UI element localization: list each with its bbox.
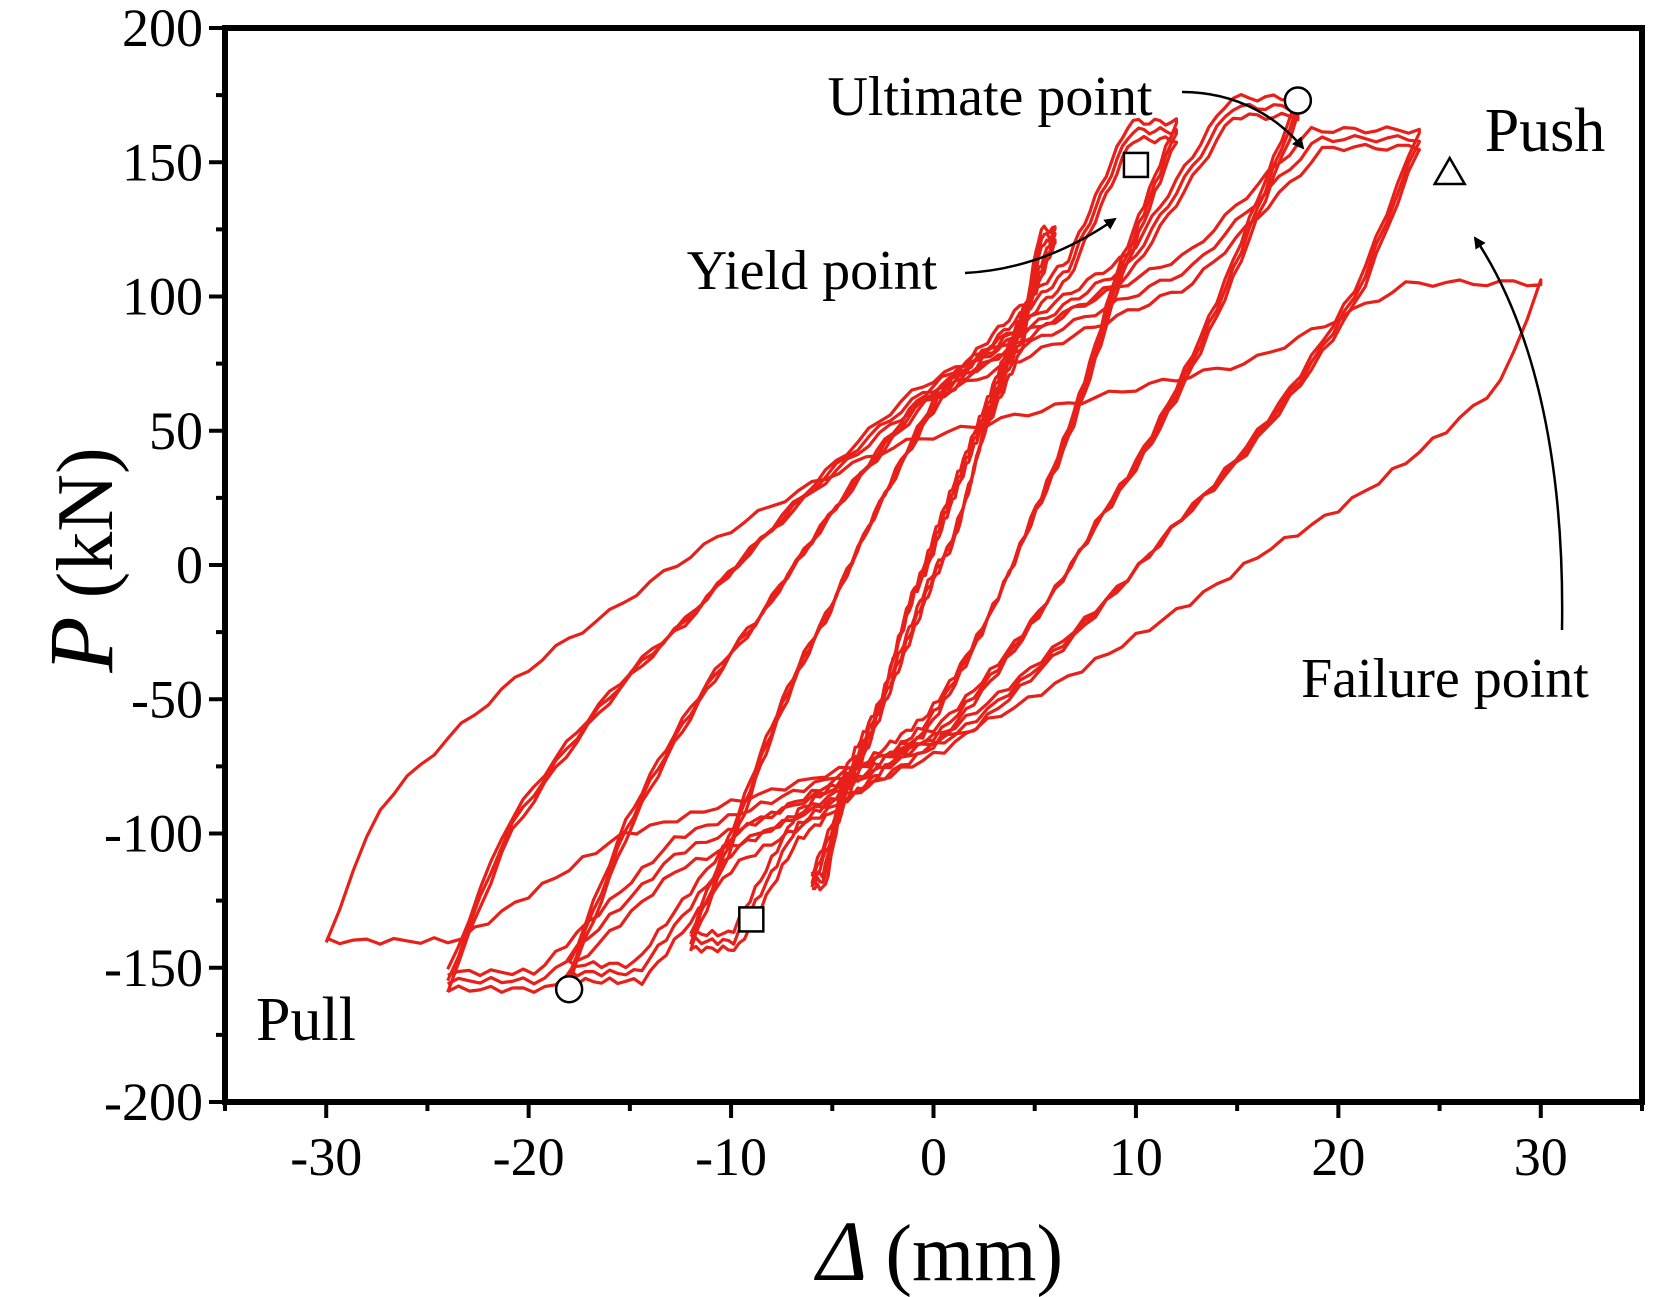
- x-tick-label: 20: [1311, 1127, 1365, 1187]
- ultimate-point-arrow: [1181, 90, 1305, 150]
- x-axis-symbol: Δ: [814, 1203, 867, 1297]
- x-tick-label: 0: [920, 1127, 947, 1187]
- push-label: Push: [1485, 97, 1606, 165]
- yield-point-label: Yield point: [687, 240, 938, 302]
- x-tick-label: -20: [493, 1127, 565, 1187]
- y-tick-label: -150: [104, 938, 203, 998]
- y-axis-title: P (kN): [30, 447, 132, 673]
- y-axis-symbol: P: [30, 616, 132, 673]
- x-axis-unit: (mm): [885, 1210, 1063, 1297]
- axis-ticks: -30 -20 -10 0 10 20 30-200-150-100-50050100150…: [104, 0, 1644, 1187]
- y-tick-label: -200: [104, 1072, 203, 1132]
- yield-pull-marker: [738, 906, 765, 933]
- failure-push-marker: [1432, 155, 1467, 186]
- yield-point-arrow: [964, 217, 1117, 275]
- x-axis-title: Δ (mm): [814, 1203, 1063, 1297]
- y-tick-label: 50: [149, 401, 203, 461]
- ultimate-pull-marker: [554, 974, 584, 1004]
- pull-label: Pull: [256, 986, 356, 1054]
- ultimate-point-label: Ultimate point: [827, 66, 1153, 128]
- characteristic-point-markers: [554, 86, 1467, 1004]
- yield-push-marker: [1122, 151, 1150, 179]
- y-tick-label: 200: [122, 0, 203, 58]
- hysteresis-loop: [446, 142, 1421, 978]
- y-axis-unit: (kN): [42, 447, 130, 598]
- plot-frame: [222, 25, 1645, 1105]
- hysteresis-loop: [810, 238, 1057, 880]
- hysteresis-loop: [689, 134, 1178, 938]
- y-tick-label: -100: [104, 804, 203, 864]
- x-tick-label: 10: [1109, 1127, 1163, 1187]
- y-tick-label: -50: [131, 669, 203, 729]
- y-tick-label: 150: [122, 132, 203, 192]
- x-tick-label: -10: [695, 1127, 767, 1187]
- failure-point-arrow: [1473, 236, 1564, 631]
- x-tick-label: 30: [1514, 1127, 1568, 1187]
- hysteresis-loops: [324, 93, 1543, 994]
- failure-point-label: Failure point: [1301, 648, 1589, 710]
- hysteresis-loop: [324, 278, 1543, 946]
- y-tick-label: 0: [176, 535, 203, 595]
- y-tick-label: 100: [122, 267, 203, 327]
- ultimate-push-marker: [1283, 86, 1313, 115]
- hysteresis-loop: [567, 111, 1300, 970]
- x-tick-label: -30: [290, 1127, 362, 1187]
